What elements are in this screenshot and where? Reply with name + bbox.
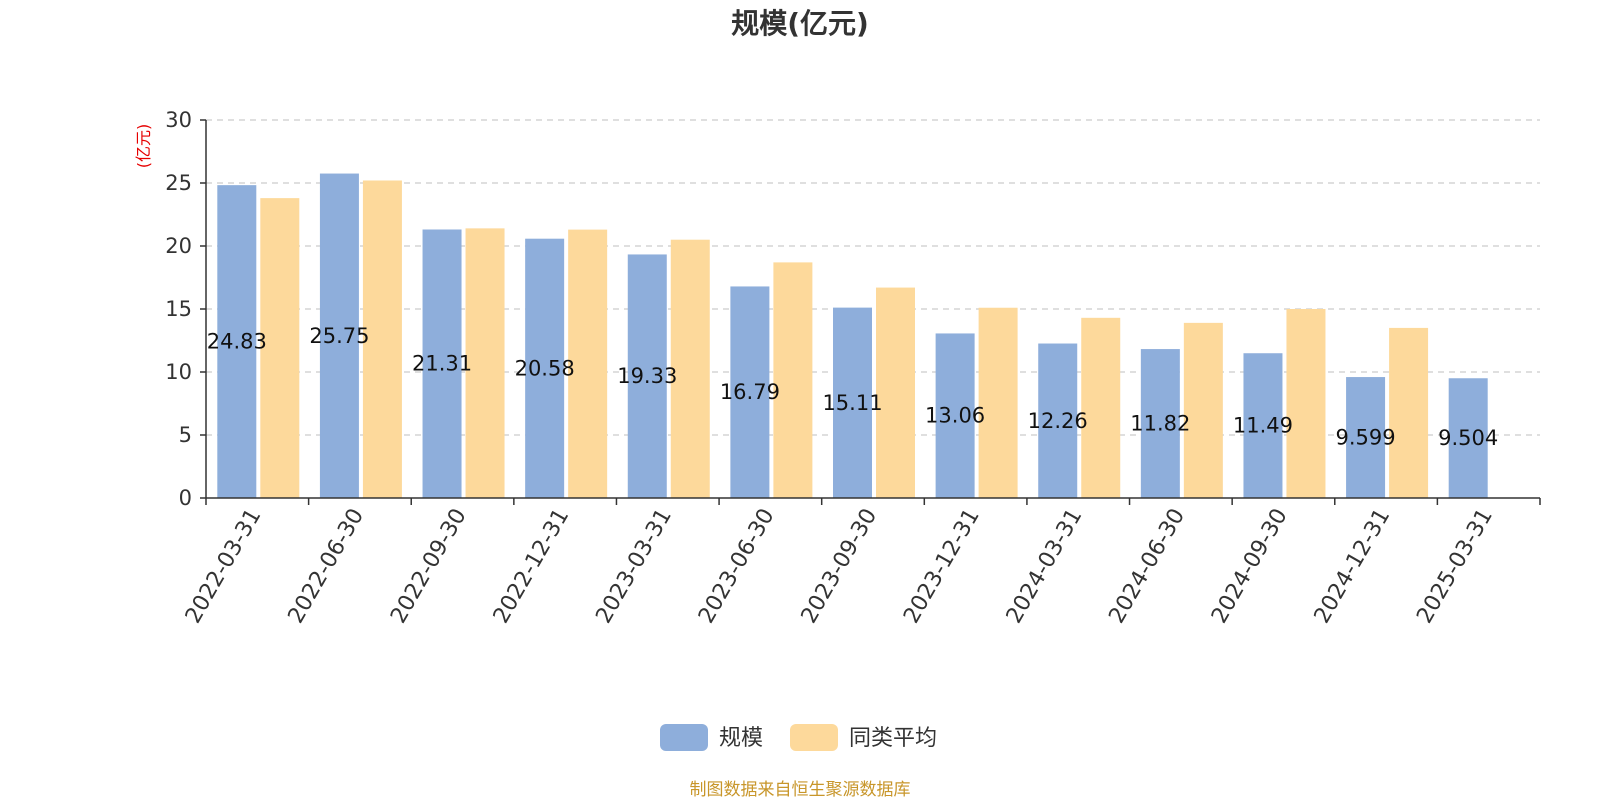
legend-label: 规模 (719, 726, 763, 751)
bar-peer-average (876, 287, 915, 498)
y-tick-label: 30 (165, 108, 192, 132)
x-tick-label: 2022-06-30 (284, 505, 370, 628)
legend-item-peer-average[interactable]: 同类平均 (790, 724, 937, 751)
y-tick-label: 15 (165, 297, 192, 321)
legend-item-scale[interactable]: 规模 (660, 724, 763, 751)
bar-peer-average (978, 307, 1018, 498)
x-tick-label: 2024-12-31 (1310, 505, 1396, 628)
bar-peer-average (773, 262, 813, 498)
data-label: 19.33 (617, 364, 677, 388)
data-label: 9.504 (1438, 426, 1498, 450)
data-label: 9.599 (1336, 426, 1396, 450)
bar-scale (730, 286, 770, 498)
x-tick-label: 2024-06-30 (1104, 505, 1190, 628)
x-tick-label: 2023-06-30 (694, 505, 780, 628)
data-label: 15.11 (822, 391, 882, 415)
data-label: 11.49 (1233, 414, 1293, 438)
data-label: 20.58 (515, 356, 575, 380)
y-tick-label: 20 (165, 234, 192, 258)
data-label: 21.31 (412, 352, 472, 376)
bar-scale (525, 238, 565, 498)
x-tick-label: 2022-12-31 (489, 505, 575, 628)
y-tick-label: 25 (165, 171, 192, 195)
data-label: 16.79 (720, 380, 780, 404)
data-source-note: 制图数据来自恒生聚源数据库 (690, 780, 911, 800)
grid-lines (206, 119, 1540, 436)
bar-peer-average (260, 198, 300, 498)
bar-scale (935, 333, 975, 498)
bar-scale (1038, 343, 1078, 498)
axes: 0 5 10 15 20 25 30 (165, 108, 1541, 510)
bar-scale (627, 254, 667, 498)
legend[interactable]: 规模 同类平均 (660, 724, 937, 751)
x-tick-label: 2024-09-30 (1207, 505, 1293, 628)
bar-peer-average (670, 239, 710, 498)
legend-label: 同类平均 (849, 726, 937, 751)
y-axis-unit-label: (亿元) (134, 124, 153, 169)
bar-scale (1243, 353, 1283, 498)
bar-scale (319, 173, 359, 499)
bar-peer-average (1081, 317, 1121, 498)
x-tick-label: 2025-03-31 (1412, 505, 1498, 628)
data-label: 11.82 (1130, 412, 1190, 436)
bar-peer-average (568, 229, 608, 498)
x-tick-label: 2023-12-31 (899, 505, 985, 628)
data-labels: 24.83 25.75 21.31 20.58 19.33 16.79 15.11 13.06… (207, 324, 1499, 450)
x-axis-ticks: 2022-03-31 2022-06-30 2022-09-30 2022-12-31… (181, 505, 1498, 628)
bar-scale (1140, 349, 1180, 498)
data-label: 24.83 (207, 330, 267, 354)
x-tick-label: 2022-09-30 (386, 505, 472, 628)
legend-swatch (790, 724, 838, 751)
bar-peer-average (465, 228, 505, 499)
x-tick-label: 2024-03-31 (1002, 505, 1088, 628)
bar-scale (217, 185, 257, 498)
bar-peer-average (1183, 322, 1223, 498)
chart-title: 规模(亿元) (731, 7, 869, 40)
y-tick-label: 0 (179, 486, 192, 510)
bar-scale (1346, 377, 1386, 498)
bar-scale (833, 307, 872, 498)
x-tick-label: 2022-03-31 (181, 505, 267, 628)
y-tick-label: 10 (165, 360, 192, 384)
legend-swatch (660, 724, 708, 751)
y-tick-label: 5 (179, 423, 192, 447)
bars (217, 173, 1488, 499)
data-label: 12.26 (1028, 409, 1088, 433)
bar-scale (1448, 378, 1488, 498)
x-tick-label: 2023-03-31 (591, 505, 677, 628)
data-label: 13.06 (925, 404, 985, 428)
x-tick-label: 2023-09-30 (797, 505, 883, 628)
bar-peer-average (1286, 309, 1326, 498)
bar-peer-average (362, 180, 402, 499)
bar-peer-average (1389, 327, 1429, 498)
bar-scale (422, 229, 462, 498)
data-label: 25.75 (309, 324, 369, 348)
